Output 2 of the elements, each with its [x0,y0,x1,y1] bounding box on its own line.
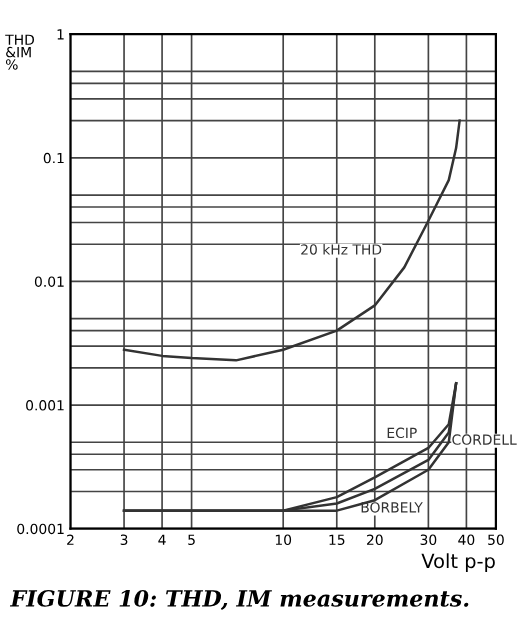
text: FIGURE 10: THD, IM measurements. [9,589,469,611]
x-axis-title: Volt p-p [421,553,495,573]
